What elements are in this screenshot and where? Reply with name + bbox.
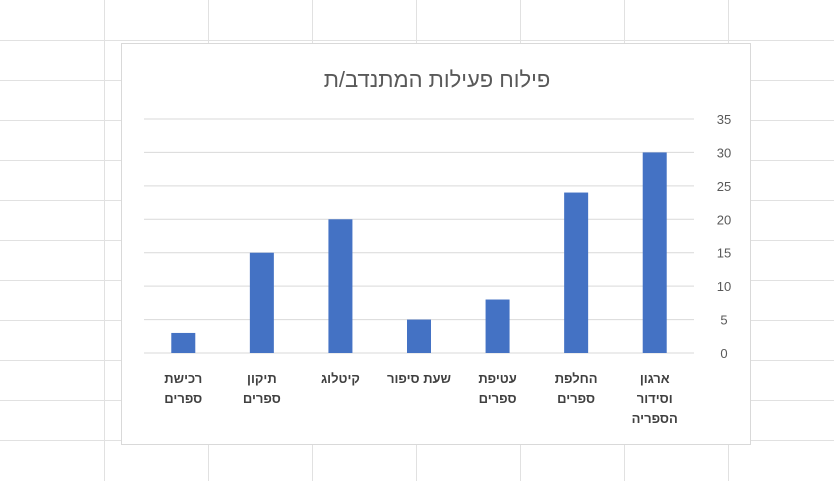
bar (485, 299, 510, 353)
y-tick-label: 15 (717, 246, 731, 261)
y-tick-label: 10 (717, 279, 731, 294)
category-label: תיקון ספרים (243, 371, 281, 406)
bar (564, 192, 589, 353)
y-tick-label: 20 (717, 212, 731, 227)
y-tick-label: 0 (720, 346, 727, 361)
x-axis-categories: ארגון וסידור הספריה החלפת ספרים עטיפת ספרים שעת… (164, 371, 678, 426)
chart-title: פילוח פעילות המתנדב/ת (324, 67, 551, 92)
category-label: ארגון וסידור הספריה (632, 371, 678, 426)
y-axis-ticks: 0 5 10 15 20 25 30 35 (717, 112, 731, 361)
category-label: עטיפת ספרים (478, 371, 516, 406)
y-tick-label: 30 (717, 145, 731, 160)
gridlines (144, 118, 694, 354)
category-label: החלפת ספרים (555, 371, 598, 406)
category-label: רכישת ספרים (164, 371, 202, 406)
category-label: שעת סיפור (387, 371, 451, 386)
category-label: קיטלוג (321, 371, 360, 386)
chart-area[interactable]: פילוח פעילות המתנדב/ת 0 5 10 15 20 25 30 35 ארג… (121, 43, 751, 445)
bars (171, 152, 667, 353)
bar-chart: פילוח פעילות המתנדב/ת 0 5 10 15 20 25 30 35 ארג… (144, 67, 731, 426)
bar (249, 252, 274, 353)
y-tick-label: 25 (717, 179, 731, 194)
y-tick-label: 5 (720, 313, 727, 328)
y-tick-label: 35 (717, 112, 731, 127)
bar (171, 332, 196, 353)
bar (642, 152, 667, 353)
bar (407, 319, 431, 353)
bar (328, 219, 353, 353)
